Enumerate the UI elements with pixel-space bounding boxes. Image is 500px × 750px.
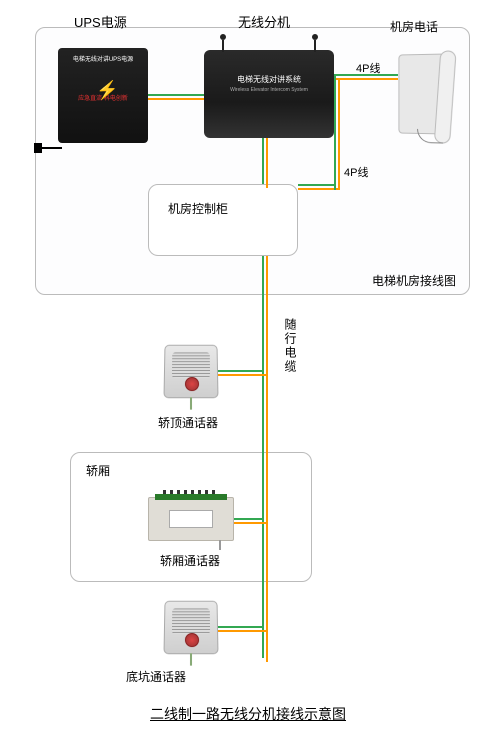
wire-segment (218, 370, 262, 372)
wire-segment (148, 98, 204, 100)
wire-segment (334, 184, 336, 190)
wire-segment (148, 94, 204, 96)
wire-segment (266, 138, 268, 188)
wire-segment (266, 256, 268, 662)
wire-segment (218, 374, 266, 376)
wire-segment (334, 74, 398, 76)
wire-segment (334, 78, 398, 80)
wire-segment (334, 94, 336, 108)
wire-segment (218, 630, 268, 632)
wire-segment (298, 184, 336, 186)
wire-segment (338, 78, 340, 190)
wire-segment (262, 256, 264, 658)
wire-segment (234, 522, 268, 524)
wire-segment (218, 626, 264, 628)
wire-layer (0, 0, 500, 750)
wire-segment (234, 518, 264, 520)
wire-segment (334, 108, 336, 186)
wire-segment (262, 138, 264, 184)
